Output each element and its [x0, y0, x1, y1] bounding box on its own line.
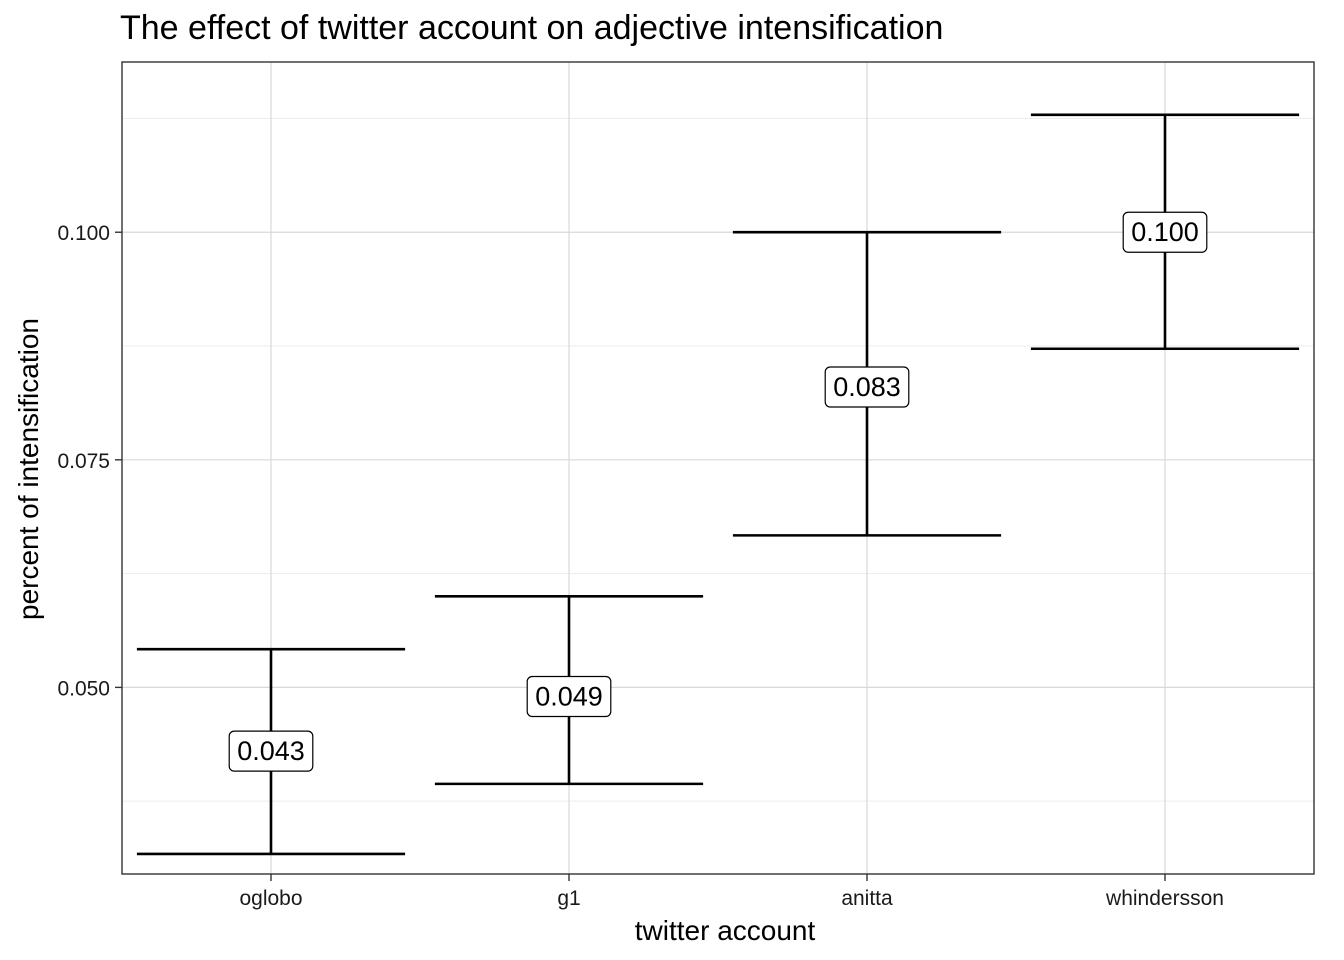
estimate-label-text: 0.100	[1131, 217, 1199, 247]
axes: 0.050 0.075 0.100 oglobo g1 anitta whindersson	[57, 222, 1224, 910]
estimate-label-box	[228, 730, 314, 772]
x-tick-label-anitta: anitta	[841, 887, 893, 910]
y-tick-label: 0.050	[57, 677, 110, 700]
estimate-label-text: 0.083	[833, 372, 901, 402]
estimate-label-g1: 0.049	[526, 675, 612, 718]
estimate-label-box	[526, 675, 612, 718]
x-axis-title: twitter account	[635, 915, 816, 946]
y-tick-label: 0.100	[57, 222, 110, 245]
y-tick-label: 0.075	[57, 450, 110, 473]
estimate-labels: 0.043 0.049 0.083 0.100	[228, 211, 1208, 772]
estimate-label-oglobo: 0.043	[228, 730, 314, 772]
x-tick-label-oglobo: oglobo	[239, 887, 302, 910]
x-tick-label-g1: g1	[557, 887, 580, 910]
y-axis-title: percent of intensification	[13, 318, 44, 620]
estimate-label-whindersson: 0.100	[1122, 211, 1208, 253]
estimate-label-box	[824, 366, 910, 408]
chart-title: The effect of twitter account on adjecti…	[120, 9, 943, 47]
plot-panel-border	[121, 61, 1315, 875]
estimate-label-box	[1122, 211, 1208, 253]
estimate-label-text: 0.049	[535, 681, 603, 711]
x-tick-label-whindersson: whindersson	[1105, 887, 1224, 910]
estimate-label-anitta: 0.083	[824, 366, 910, 408]
estimate-label-text: 0.043	[237, 736, 305, 766]
